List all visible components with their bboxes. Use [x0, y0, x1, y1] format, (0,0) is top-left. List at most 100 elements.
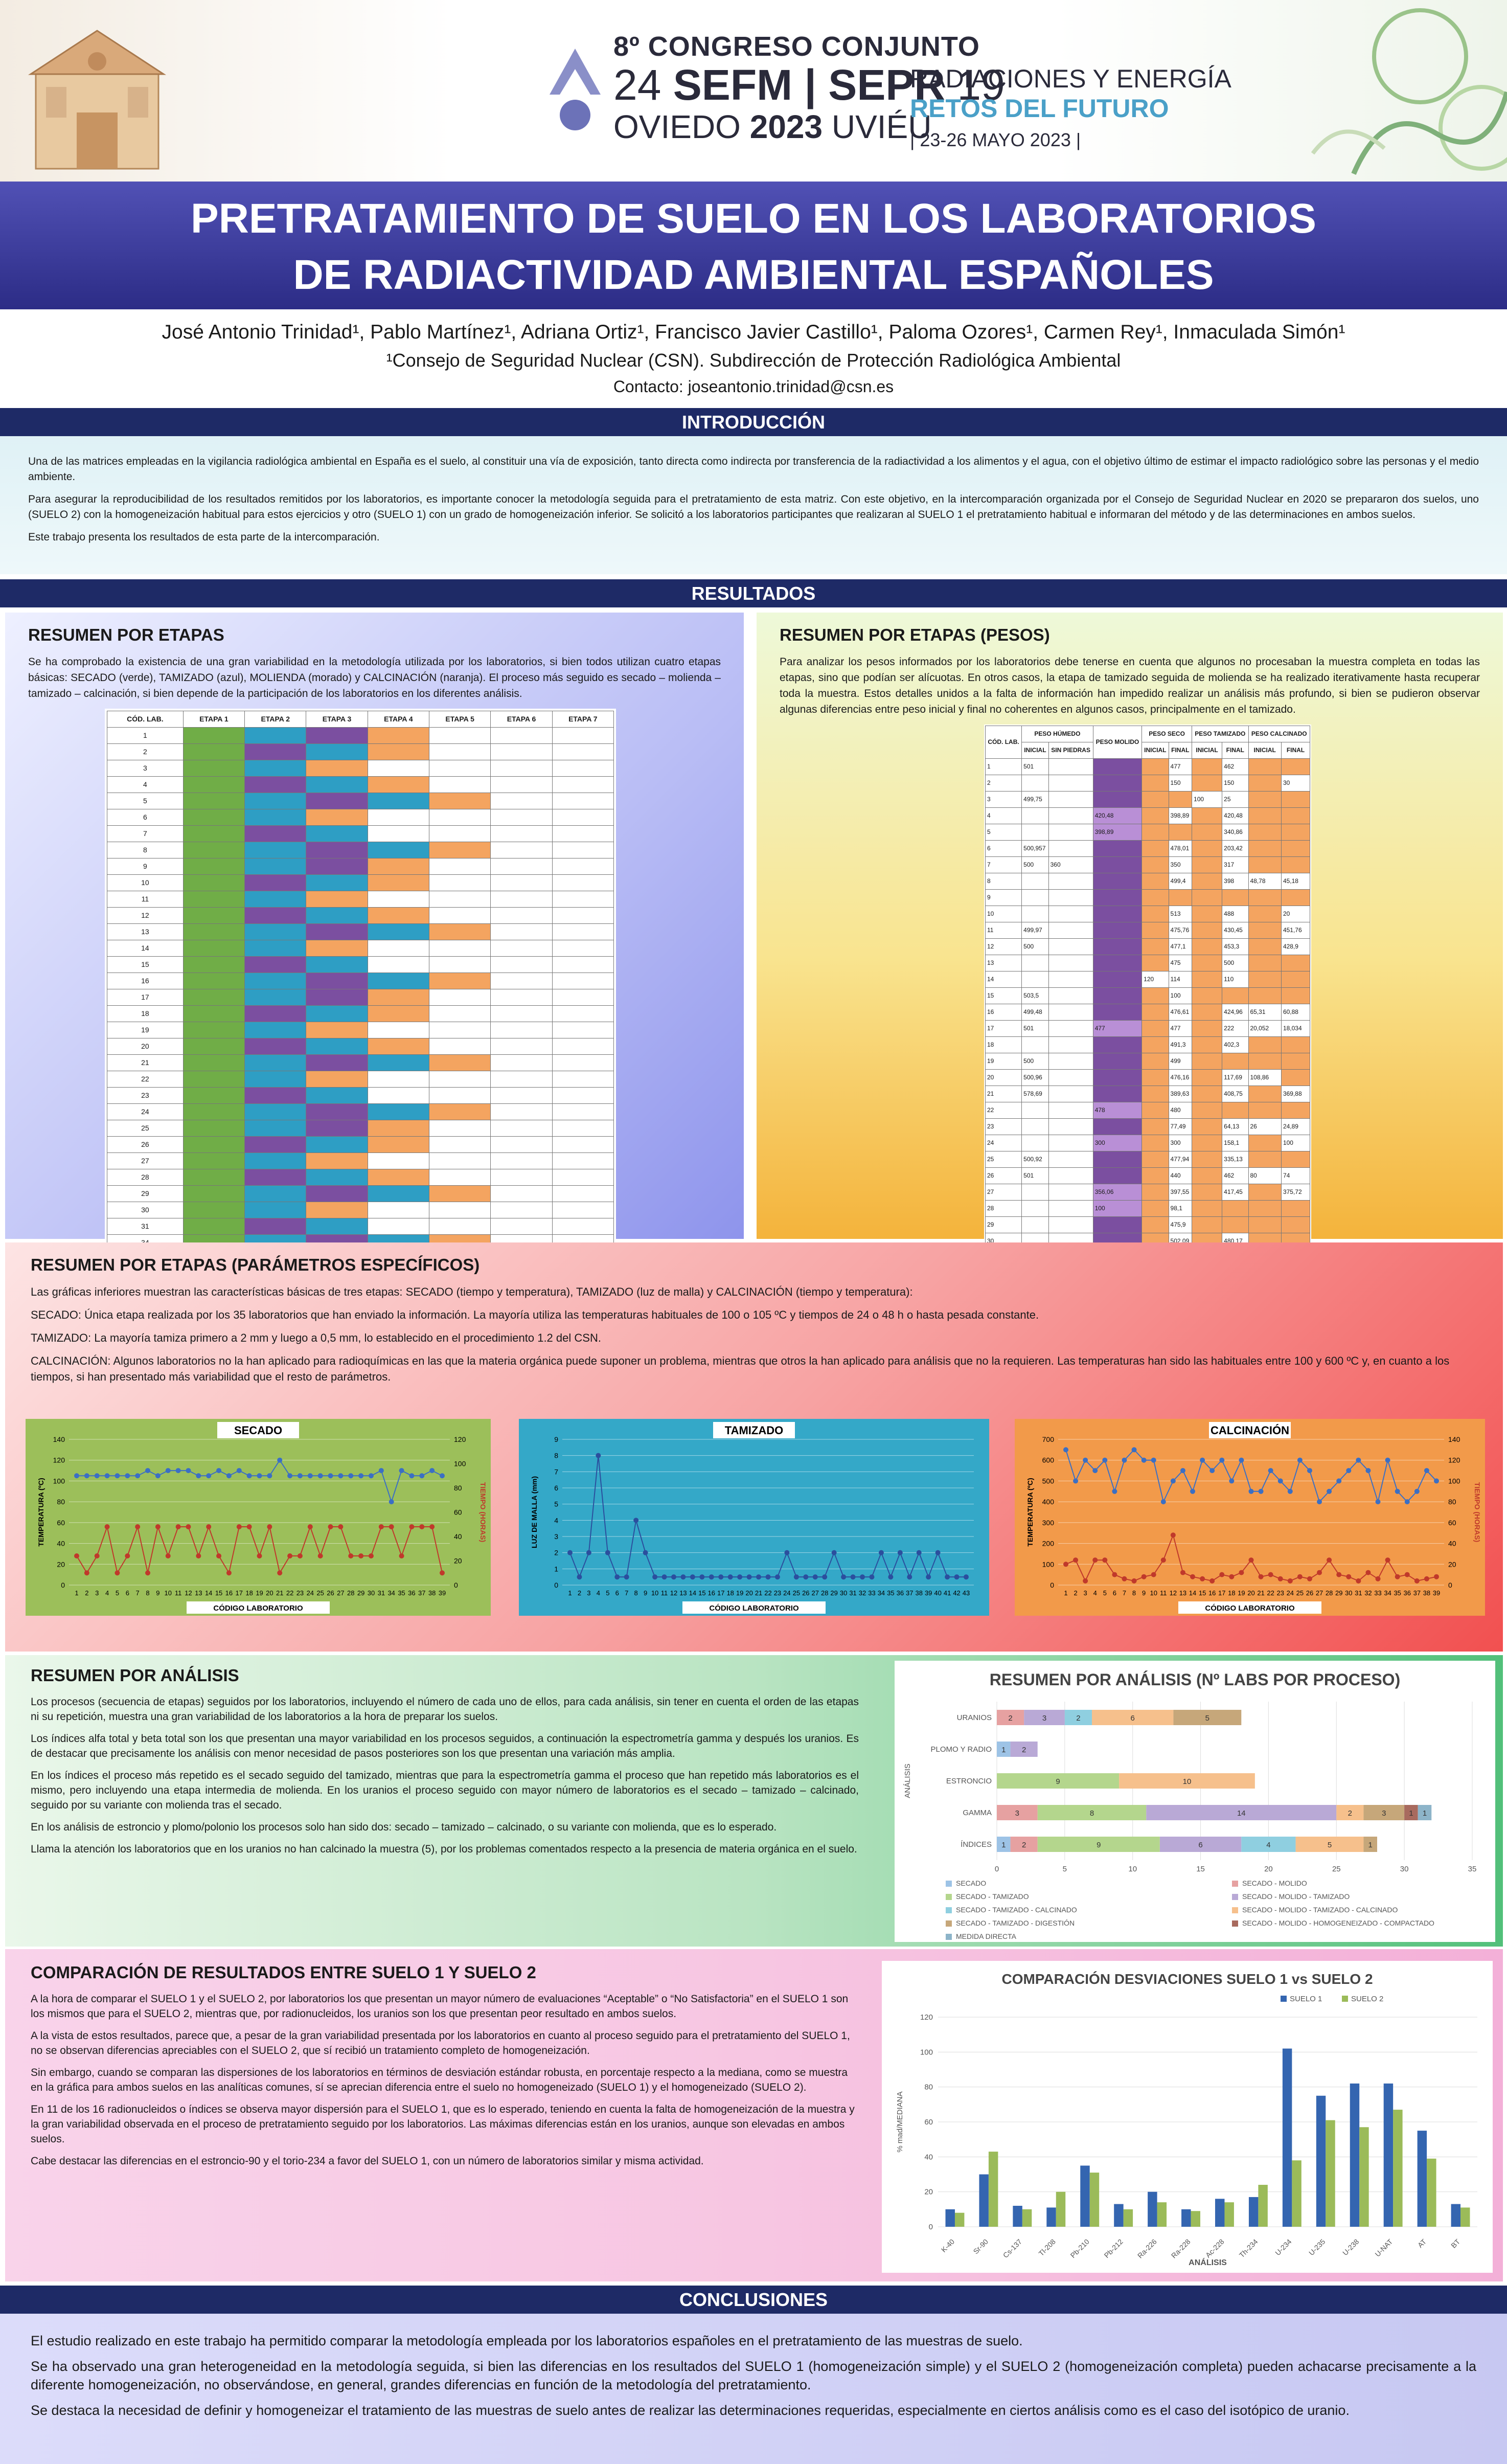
pesos-cell: 499 [1168, 1053, 1193, 1070]
time-point [277, 1570, 283, 1576]
y-tick-label: 100 [1042, 1560, 1055, 1568]
pesos-row: 12 500 477,1 453,3 428,9 [985, 938, 1311, 955]
pesos-cell [1192, 889, 1223, 906]
y-tick-label: 7 [554, 1467, 558, 1476]
pesos-cell: 500 [1021, 1053, 1049, 1070]
pesos-cell [1048, 889, 1093, 906]
time-point [1092, 1557, 1098, 1563]
time-point [216, 1553, 222, 1558]
stacked-bar-segment [1146, 1805, 1337, 1820]
etapas-stage-cell [490, 1218, 553, 1235]
temperature-point [74, 1473, 79, 1479]
etapas-lab-cell: 26 [107, 1136, 184, 1153]
temperature-point [1112, 1488, 1117, 1494]
pesos-cell: 100 [1092, 1200, 1143, 1217]
y-tick-label: 40 [924, 2153, 933, 2161]
etapas-stage-cell [367, 1087, 430, 1104]
pesos-cell [1281, 1069, 1311, 1086]
x-tick-label: 30 [1345, 1589, 1352, 1597]
pesos-cell [1141, 1069, 1169, 1086]
time-point [1356, 1578, 1361, 1584]
bar-data-label: 2 [1348, 1809, 1352, 1818]
etapas-stage-cell [552, 973, 614, 989]
etapas-stage-cell [552, 1152, 614, 1169]
temperature-point [358, 1473, 364, 1479]
pesos-cell [1248, 955, 1282, 971]
x-tick-label: 32 [1364, 1589, 1372, 1597]
x-tick-label: 7 [625, 1589, 628, 1597]
x-tick-label: 34 [878, 1589, 885, 1597]
pesos-row: 16 499,48 476,61 424,96 65,31 60,88 [985, 1004, 1311, 1021]
etapas-stage-cell [306, 891, 368, 908]
pesos-cell [1141, 791, 1169, 808]
time-point [155, 1524, 161, 1529]
y2-tick-label: 80 [454, 1484, 462, 1492]
time-point [104, 1524, 110, 1529]
etapas-stage-cell [367, 956, 430, 973]
pesos-cell: 398,89 [1168, 807, 1193, 824]
etapas-stage-cell [552, 1120, 614, 1137]
etapas-stage-cell [182, 825, 245, 842]
time-point [1063, 1562, 1068, 1567]
y-tick-label: URANIOS [957, 1713, 992, 1722]
pesos-cell [1192, 971, 1223, 988]
x-tick-label: 32 [859, 1589, 866, 1597]
etapas-stage-cell [182, 858, 245, 875]
etapas-stage-cell [552, 940, 614, 957]
pesos-cell [1048, 1069, 1093, 1086]
comparacion-paragraph: En 11 de los 16 radionucleidos o índices… [31, 2104, 855, 2145]
legend-label: SECADO [956, 1879, 986, 1887]
temperature-point [246, 1473, 252, 1479]
bar-data-label: 2 [1008, 1714, 1012, 1723]
bar [1123, 2209, 1133, 2227]
etapas-lab-cell: 22 [107, 1071, 184, 1088]
pesos-cell: 3 [985, 791, 1022, 808]
y-axis-title: TEMPERATURA (ºC) [37, 1478, 45, 1546]
x-tick-label: 14 [689, 1589, 696, 1597]
pesos-cell [1222, 987, 1249, 1004]
pesos-cell: 8 [985, 873, 1022, 890]
x-tick-label: 8 [634, 1589, 638, 1597]
etapas-stage-cell [367, 1071, 430, 1088]
etapas-stage-cell [244, 776, 307, 793]
etapas-stage-cell [244, 1038, 307, 1055]
pesos-cell: 491,3 [1168, 1036, 1193, 1053]
temperature-point [429, 1468, 435, 1474]
etapas-stage-cell [244, 1169, 307, 1186]
x-tick-label: 10 [651, 1589, 658, 1597]
stacked-bar-segment [997, 1837, 1011, 1852]
temperature-point [338, 1473, 344, 1479]
stacked-bar-segment [1173, 1710, 1242, 1725]
y-axis-title: TEMPERATURA (ºC) [1026, 1478, 1034, 1546]
pesos-cell: 340,86 [1222, 824, 1249, 841]
pesos-cell: 475,76 [1168, 922, 1193, 939]
etapas-lab-cell: 10 [107, 874, 184, 891]
etapas-stage-cell [182, 1087, 245, 1104]
etapas-stage-cell [306, 1120, 368, 1137]
pesos-cell [1021, 1216, 1049, 1233]
x-tick-label: 9 [1142, 1589, 1146, 1597]
x-tick-label: 36 [1404, 1589, 1411, 1597]
x-tick-label: 27 [337, 1589, 344, 1597]
x-axis-title-box [187, 1601, 330, 1614]
time-point [257, 1553, 262, 1558]
church-illustration [28, 30, 167, 170]
x-tick-label: Pb-210 [1069, 2237, 1091, 2259]
etapas-stage-cell [429, 743, 491, 760]
pesos-cell: 499,75 [1021, 791, 1049, 808]
x-tick-label: 30 [1400, 1865, 1409, 1873]
etapas-row: 20 [107, 1038, 614, 1055]
etapas-stage-cell [552, 743, 614, 760]
etapas-stage-cell [306, 842, 368, 858]
temperature-point [1151, 1457, 1156, 1463]
etapas-stage-cell [244, 956, 307, 973]
pesos-cell [1141, 1053, 1169, 1070]
x-tick-label: Ra-226 [1136, 2237, 1158, 2260]
intro-paragraph: Una de las matrices empleadas en la vigi… [28, 456, 1479, 483]
pesos-cell: 24,89 [1281, 1118, 1311, 1135]
analisis-paragraph: Los procesos (secuencia de etapas) segui… [31, 1696, 859, 1723]
stacked-bar-segment [997, 1773, 1120, 1789]
chart-title: CALCINACIÓN [1211, 1424, 1289, 1437]
etapas-stage-cell [429, 891, 491, 908]
pesos-cell [1092, 971, 1143, 988]
